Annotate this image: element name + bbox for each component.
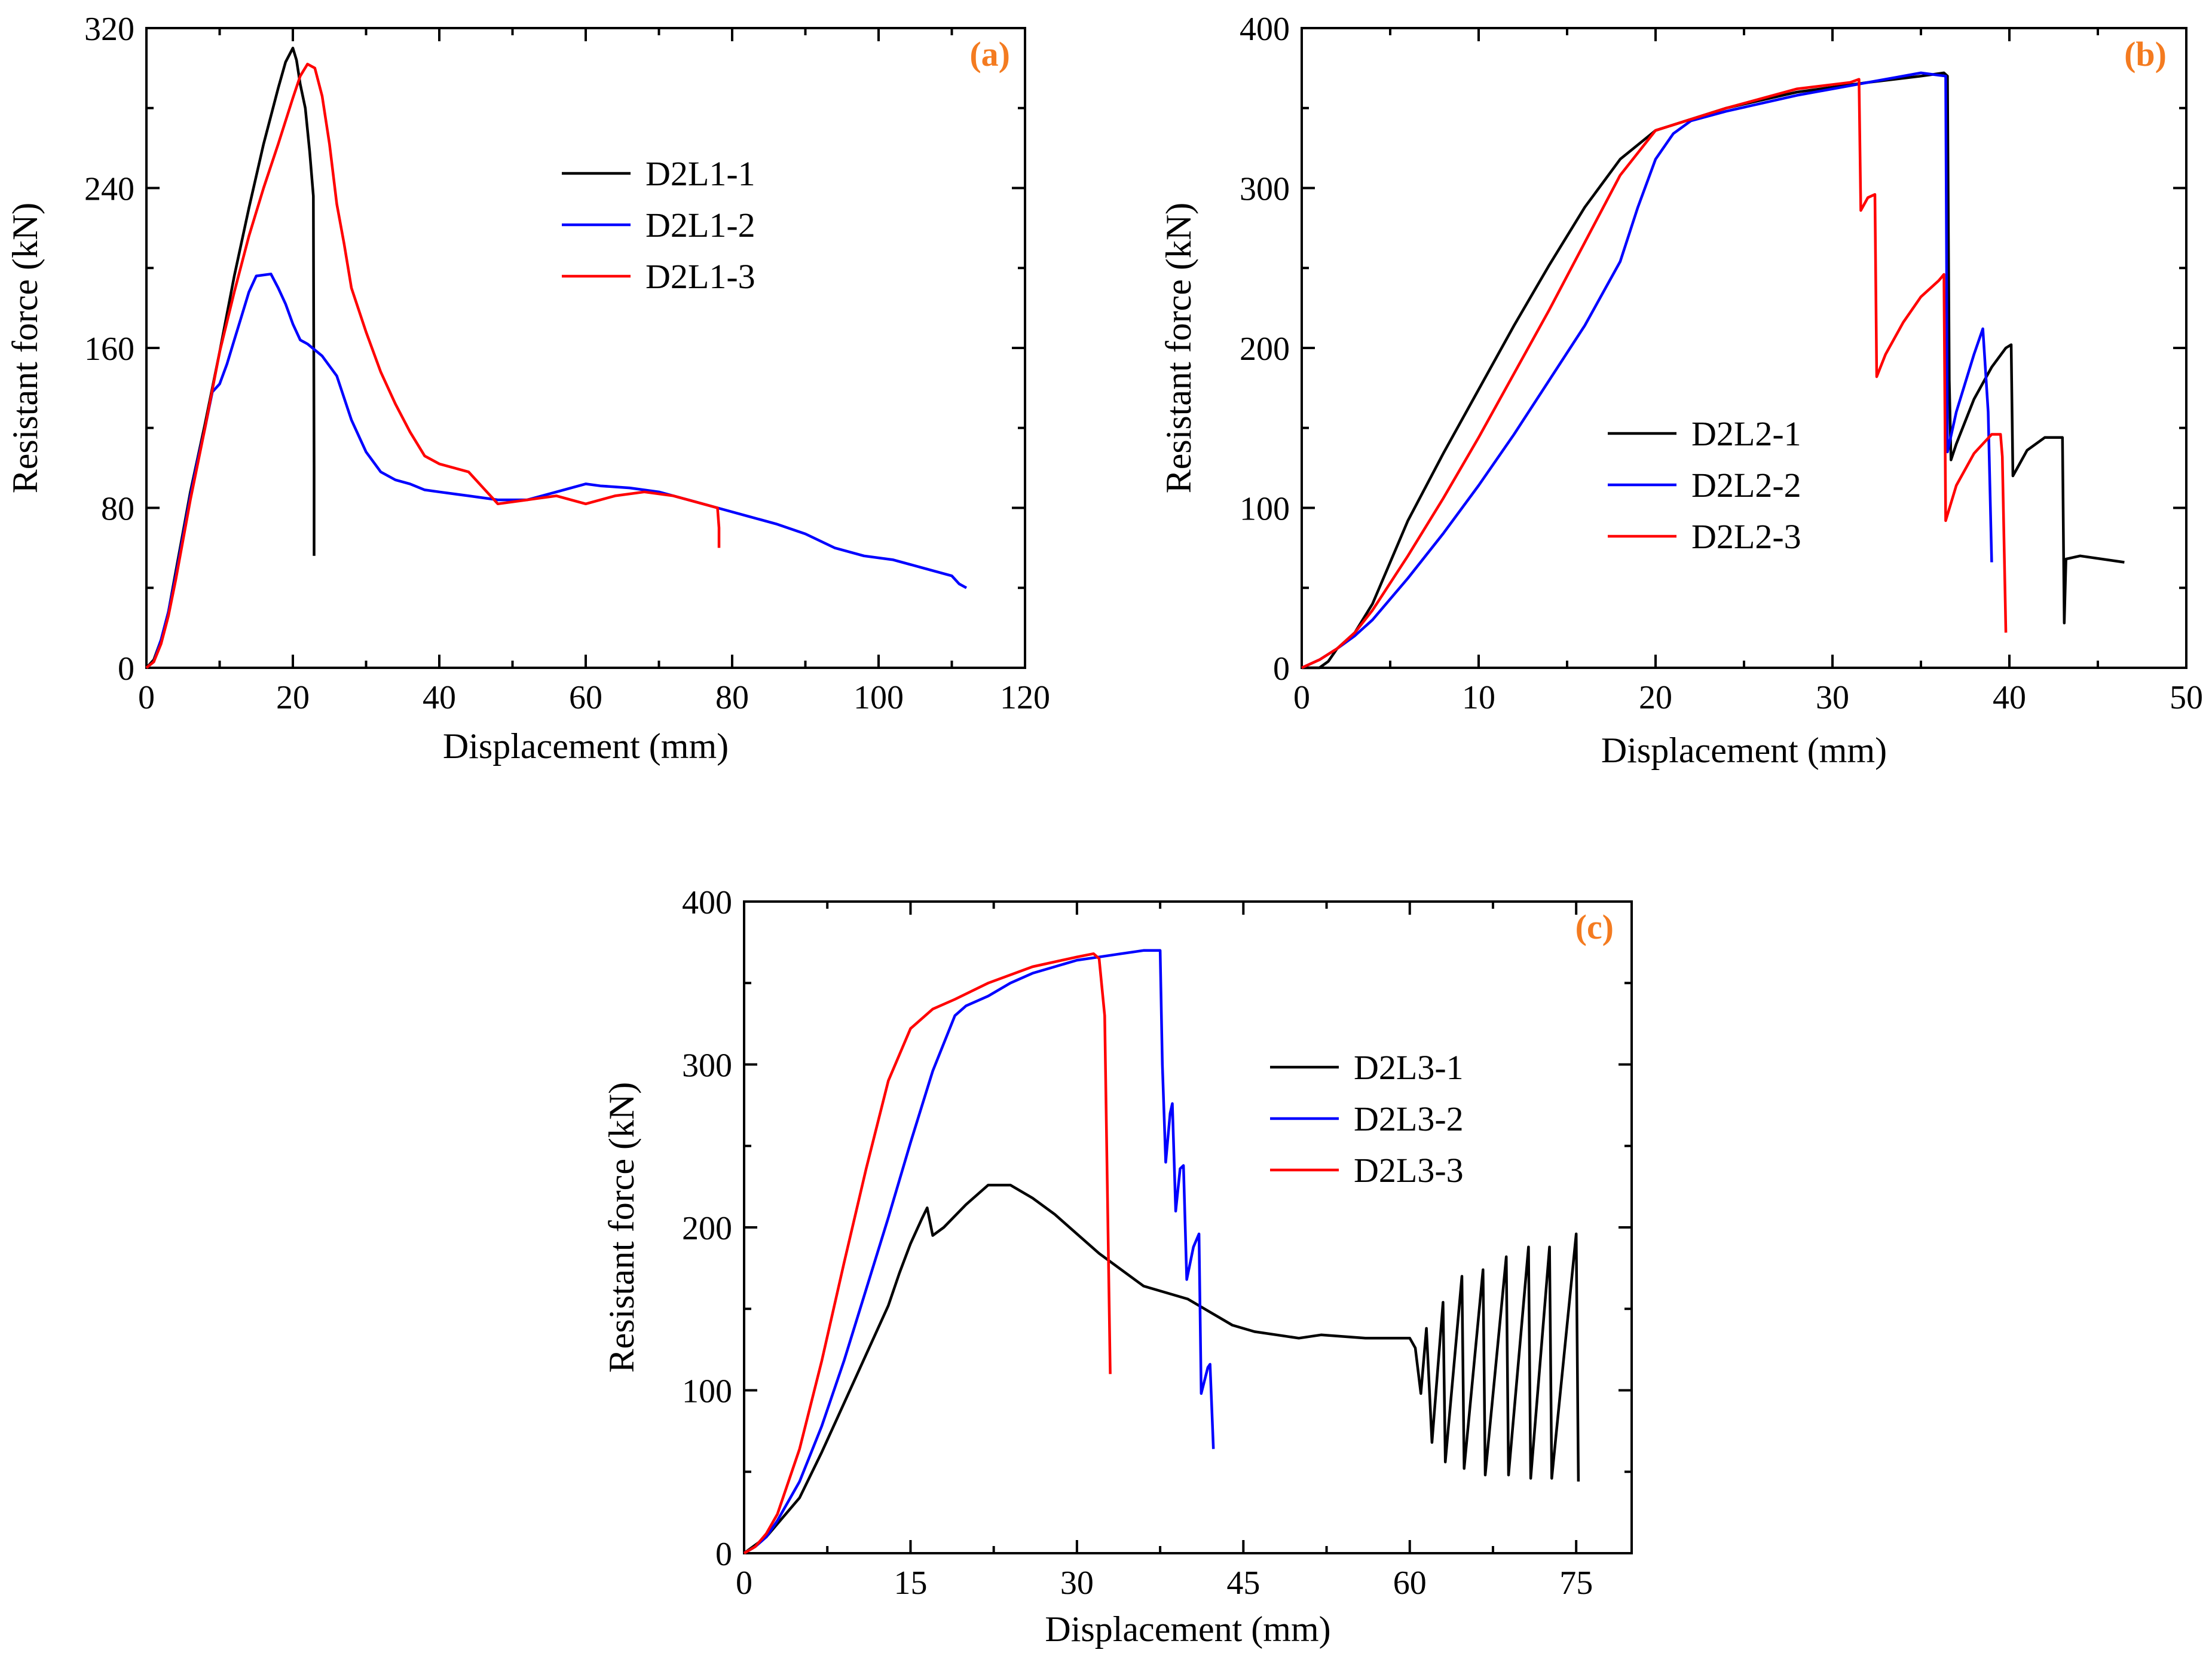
series-line-d2l2-1 bbox=[1302, 71, 2125, 670]
y-tick-label: 200 bbox=[682, 1210, 732, 1247]
legend-label: D2L1-2 bbox=[645, 206, 755, 245]
series-line-d2l3-2 bbox=[743, 949, 1215, 1554]
x-tick-label: 20 bbox=[1639, 679, 1672, 716]
y-tick-label: 0 bbox=[715, 1536, 732, 1573]
x-tick-label: 0 bbox=[736, 1565, 752, 1602]
x-tick-label: 0 bbox=[138, 679, 155, 716]
y-tick-label: 160 bbox=[84, 331, 134, 368]
y-tick-label: 100 bbox=[682, 1373, 732, 1410]
x-tick-label: 80 bbox=[715, 679, 749, 716]
x-tick-label: 15 bbox=[894, 1565, 927, 1602]
x-axis-title: Displacement (mm) bbox=[443, 726, 729, 766]
x-tick-label: 30 bbox=[1816, 679, 1849, 716]
x-axis-title: Displacement (mm) bbox=[1601, 731, 1887, 770]
series-line-d2l3-1 bbox=[743, 1183, 1580, 1554]
plot-frame bbox=[743, 900, 1633, 1554]
chart-panel-3: 0 15 30 45 60 75 0 100 200 300 400 Displacement (mm… bbox=[602, 884, 1633, 1649]
y-tick-label: 0 bbox=[1273, 650, 1290, 688]
series-line-d2l3-3 bbox=[743, 952, 1112, 1554]
y-tick-label: 320 bbox=[84, 11, 134, 48]
y-tick-label: 100 bbox=[1240, 491, 1290, 528]
y-axis-title: Resistant force (kN) bbox=[5, 203, 45, 494]
x-tick-label: 60 bbox=[569, 679, 602, 716]
x-tick-label: 40 bbox=[423, 679, 456, 716]
legend-label: D2L3-1 bbox=[1354, 1048, 1464, 1087]
y-axis-title: Resistant force (kN) bbox=[602, 1082, 641, 1373]
y-tick-label: 400 bbox=[1240, 11, 1290, 48]
x-tick-label: 100 bbox=[853, 679, 904, 716]
x-tick-label: 75 bbox=[1559, 1565, 1593, 1602]
legend-label: D2L1-1 bbox=[645, 154, 755, 193]
x-tick-label: 10 bbox=[1462, 679, 1495, 716]
x-tick-label: 120 bbox=[1000, 679, 1050, 716]
series-line-d2l2-3 bbox=[1301, 78, 2008, 670]
x-tick-label: 50 bbox=[2170, 679, 2203, 716]
chart-panel-1: 0 20 40 60 80 100 120 0 80 160 240 320 Displacement … bbox=[5, 11, 1050, 766]
y-axis-title: Resistant force (kN) bbox=[1159, 203, 1198, 494]
x-tick-label: 0 bbox=[1293, 679, 1310, 716]
panel-label: (a) bbox=[969, 35, 1010, 74]
y-tick-label: 200 bbox=[1240, 331, 1290, 368]
legend: D2L2-1 D2L2-2 D2L2-3 bbox=[1608, 414, 1801, 556]
x-tick-label: 45 bbox=[1226, 1565, 1260, 1602]
y-tick-label: 80 bbox=[101, 491, 134, 528]
legend: D2L1-1 D2L1-2 D2L1-3 bbox=[562, 154, 755, 296]
legend-label: D2L2-2 bbox=[1691, 466, 1801, 505]
plot-frame bbox=[1301, 27, 2187, 669]
panel-label: (c) bbox=[1575, 908, 1614, 946]
y-tick-label: 0 bbox=[118, 650, 134, 688]
legend-label: D2L2-1 bbox=[1691, 414, 1801, 453]
series-line-d2l1-3 bbox=[145, 62, 721, 669]
x-axis-title: Displacement (mm) bbox=[1045, 1609, 1330, 1649]
series-line-d2l1-1 bbox=[145, 47, 316, 669]
chart-panel-2: 0 10 20 30 40 50 0 100 200 300 400 Displacement (mm… bbox=[1159, 11, 2203, 770]
series-line-d2l1-2 bbox=[145, 273, 968, 669]
legend-label: D2L2-3 bbox=[1691, 517, 1801, 556]
x-tick-label: 40 bbox=[1993, 679, 2026, 716]
plot-frame bbox=[145, 27, 1026, 669]
legend-label: D2L1-3 bbox=[645, 257, 755, 296]
x-tick-label: 20 bbox=[276, 679, 310, 716]
legend-label: D2L3-2 bbox=[1354, 1099, 1464, 1138]
y-tick-label: 300 bbox=[682, 1047, 732, 1084]
panel-label: (b) bbox=[2124, 35, 2167, 74]
legend-label: D2L3-3 bbox=[1354, 1151, 1464, 1190]
y-tick-label: 240 bbox=[84, 171, 134, 208]
y-tick-label: 400 bbox=[682, 884, 732, 921]
x-tick-label: 30 bbox=[1060, 1565, 1094, 1602]
legend: D2L3-1 D2L3-2 D2L3-3 bbox=[1270, 1048, 1464, 1190]
series-line-d2l2-2 bbox=[1301, 71, 1993, 670]
y-tick-label: 300 bbox=[1240, 171, 1290, 208]
x-tick-label: 60 bbox=[1393, 1565, 1427, 1602]
